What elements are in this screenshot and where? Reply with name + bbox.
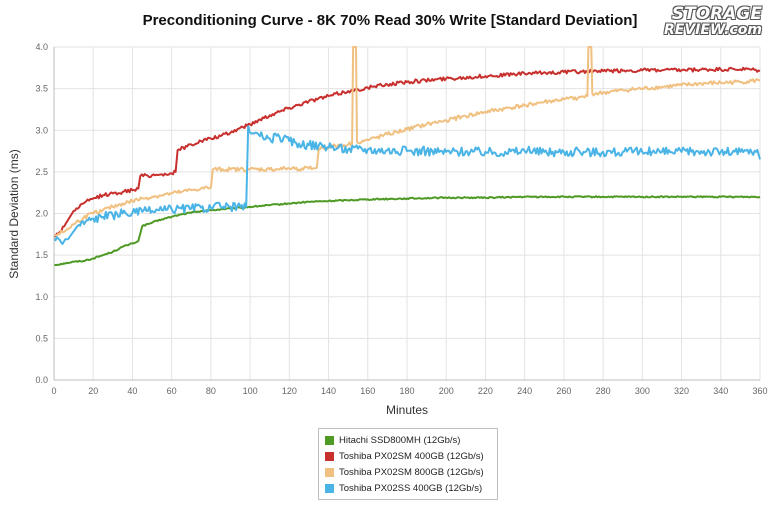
y-tick-label: 3.0: [35, 125, 48, 135]
x-tick-label: 340: [713, 386, 728, 396]
x-tick-label: 320: [674, 386, 689, 396]
legend-swatch: [325, 435, 334, 445]
y-axis-label: Standard Deviation (ms): [7, 149, 21, 278]
y-tick-label: 1.5: [35, 250, 48, 260]
y-tick-label: 1.0: [35, 292, 48, 302]
chart-title: Preconditioning Curve - 8K 70% Read 30% …: [142, 12, 638, 29]
logo-line-2: REVIEW.com: [664, 22, 762, 38]
x-axis-label: Minutes: [386, 403, 428, 417]
y-tick-label: 2.5: [35, 167, 48, 177]
legend: Hitachi SSD800MH (12Gb/s) Toshiba PX02SM …: [318, 428, 498, 500]
x-tick-label: 40: [127, 386, 137, 396]
series-line-4: [53, 125, 761, 245]
legend-item: Toshiba PX02SM 400GB (12Gb/s): [325, 448, 491, 464]
series-group: [53, 46, 761, 267]
x-tick-label: 300: [635, 386, 650, 396]
grid: [53, 46, 761, 381]
logo-line-1: STORAGE: [671, 4, 762, 24]
x-tick-label: 240: [517, 386, 532, 396]
x-tick-label: 20: [88, 386, 98, 396]
storagereview-logo: STORAGE REVIEW.com: [664, 4, 762, 44]
x-tick-label: 0: [51, 386, 56, 396]
legend-label: Hitachi SSD800MH (12Gb/s): [339, 434, 461, 446]
legend-swatch: [325, 483, 334, 493]
x-tick-label: 220: [478, 386, 493, 396]
legend-label: Toshiba PX02SM 800GB (12Gb/s): [339, 466, 484, 478]
x-tick-label: 200: [439, 386, 454, 396]
x-tick-label: 280: [596, 386, 611, 396]
x-tick-label: 60: [167, 386, 177, 396]
series-line-2: [53, 66, 761, 238]
legend-item: Toshiba PX02SS 400GB (12Gb/s): [325, 480, 491, 496]
x-tick-label: 180: [399, 386, 414, 396]
x-tick-label: 360: [752, 386, 767, 396]
y-tick-label: 4.0: [35, 42, 48, 52]
legend-label: Toshiba PX02SS 400GB (12Gb/s): [339, 482, 483, 494]
legend-item: Toshiba PX02SM 800GB (12Gb/s): [325, 464, 491, 480]
y-tick-label: 0.5: [35, 333, 48, 343]
legend-swatch: [325, 467, 334, 477]
legend-item: Hitachi SSD800MH (12Gb/s): [325, 432, 491, 448]
x-tick-label: 120: [282, 386, 297, 396]
y-tick-label: 0.0: [35, 375, 48, 385]
y-tick-label: 2.0: [35, 209, 48, 219]
x-tick-label: 140: [321, 386, 336, 396]
x-tick-label: 80: [206, 386, 216, 396]
x-tick-label: 100: [243, 386, 258, 396]
axes: 0.0 0.5 1.0 1.5 2.0 2.5 3.0 3.5 4.0 0 20 40 60 80 100 1…: [35, 42, 767, 396]
x-tick-label: 160: [360, 386, 375, 396]
series-line-1: [53, 195, 761, 267]
legend-swatch: [325, 451, 334, 461]
series-line-3: [53, 46, 761, 237]
y-tick-label: 3.5: [35, 84, 48, 94]
x-tick-label: 260: [556, 386, 571, 396]
legend-label: Toshiba PX02SM 400GB (12Gb/s): [339, 450, 484, 462]
